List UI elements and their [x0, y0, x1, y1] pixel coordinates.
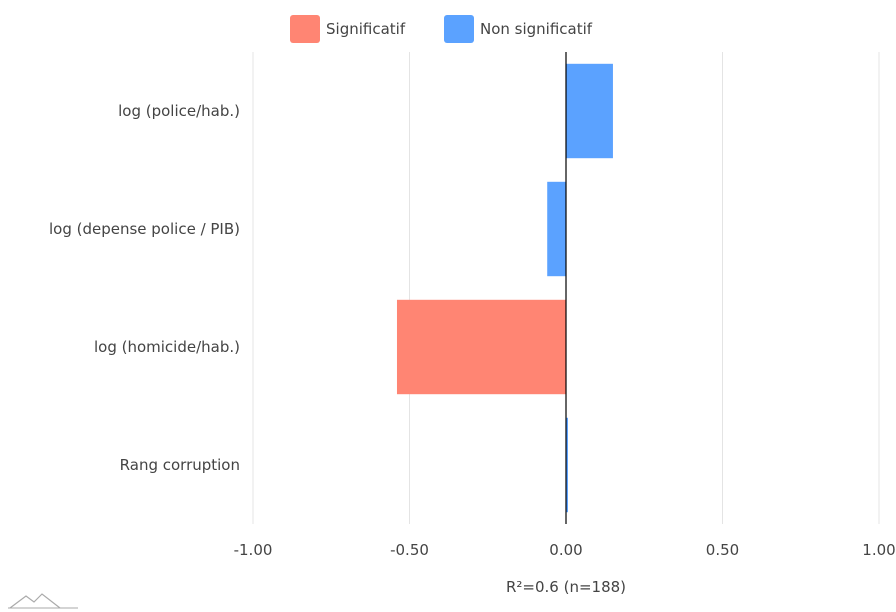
legend-item-significatif[interactable]: Significatif	[290, 14, 405, 44]
category-labels: log (police/hab.) log (depense police / P…	[49, 102, 240, 474]
bar[interactable]	[547, 181, 566, 277]
legend-item-non-significatif[interactable]: Non significatif	[444, 14, 592, 44]
x-axis-label: R²=0.6 (n=188)	[506, 578, 626, 596]
bars	[396, 63, 613, 513]
x-tick-label: 0.50	[706, 541, 739, 559]
mountain-logo-icon	[8, 593, 78, 609]
category-label: log (police/hab.)	[118, 102, 240, 120]
bar[interactable]	[566, 417, 568, 513]
x-tick-label: 1.00	[862, 541, 895, 559]
x-tick-label: -0.50	[390, 541, 429, 559]
x-tick-labels: -1.00 -0.50 0.00 0.50 1.00	[234, 541, 896, 559]
legend: Significatif Non significatif	[0, 14, 896, 44]
x-tick-label: -1.00	[234, 541, 273, 559]
legend-swatch-non-significatif	[444, 15, 474, 43]
bar[interactable]	[566, 63, 613, 159]
category-label: Rang corruption	[120, 456, 240, 474]
category-label: log (homicide/hab.)	[94, 338, 240, 356]
legend-label-significatif: Significatif	[326, 20, 406, 38]
bar[interactable]	[396, 299, 566, 395]
legend-swatch-significatif	[290, 15, 320, 43]
legend-label-non-significatif: Non significatif	[480, 20, 593, 38]
category-label: log (depense police / PIB)	[49, 220, 240, 238]
x-tick-label: 0.00	[549, 541, 582, 559]
